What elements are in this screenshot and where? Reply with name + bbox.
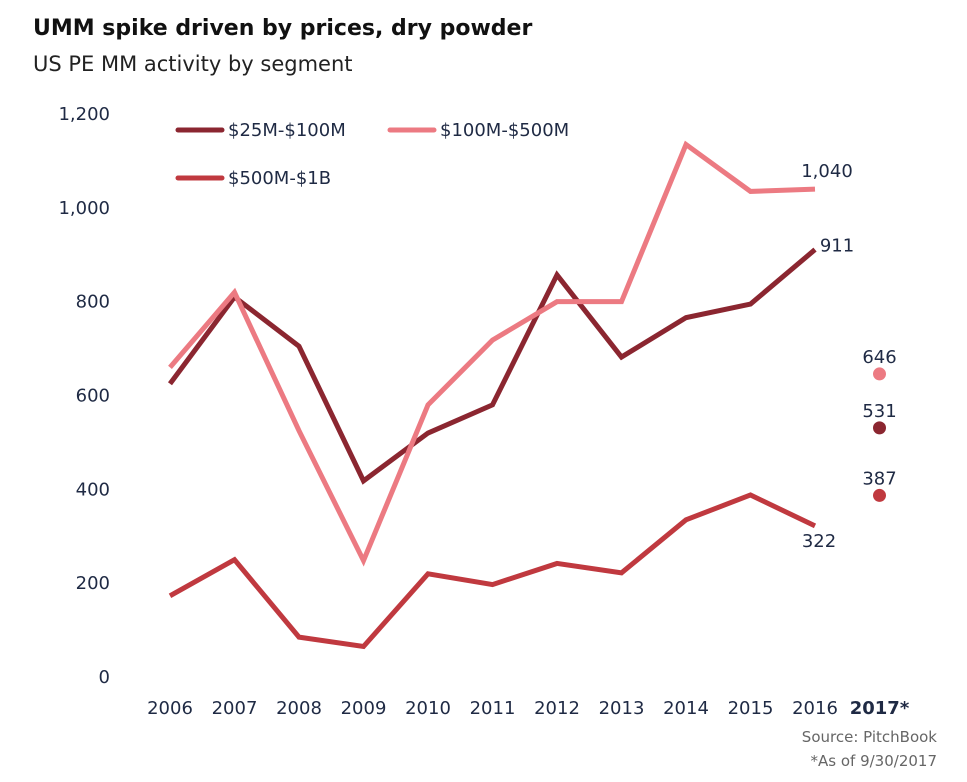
series-lines <box>167 140 817 650</box>
x-tick-label: 2009 <box>341 698 387 719</box>
legend-label: $100M-$500M <box>440 120 569 141</box>
series-point-2017 <box>873 367 886 381</box>
legend-label: $500M-$1B <box>228 168 331 189</box>
data-label: 322 <box>802 531 836 552</box>
series-points-2017 <box>873 367 886 502</box>
x-tick-label: 2006 <box>147 698 193 719</box>
x-tick-label: 2012 <box>534 698 580 719</box>
y-tick-label: 0 <box>99 667 110 688</box>
x-tick-label: 2015 <box>728 698 774 719</box>
x-tick-label: 2014 <box>663 698 709 719</box>
x-tick-label: 2016 <box>792 698 838 719</box>
data-labels: 1,040 911 322 646 531 387 <box>801 161 896 552</box>
x-tick-label: 2013 <box>599 698 645 719</box>
data-label: 911 <box>820 236 854 257</box>
x-tick-label: 2007 <box>212 698 258 719</box>
series-point-2017 <box>873 421 886 435</box>
y-tick-label: 600 <box>76 386 110 407</box>
data-label: 531 <box>862 401 896 422</box>
source-note: Source: PitchBook <box>801 728 937 746</box>
y-tick-label: 800 <box>76 292 110 313</box>
x-tick-label: 2017* <box>850 698 910 719</box>
y-axis: 0 200 400 600 800 1,000 1,200 <box>58 104 110 688</box>
x-tick-label: 2011 <box>470 698 516 719</box>
series-line <box>167 247 817 485</box>
series-point-2017 <box>873 488 886 502</box>
legend-label: $25M-$100M <box>228 120 346 141</box>
x-axis: 2006 2007 2008 2009 2010 2011 2012 2013 2014 2015… <box>147 698 910 719</box>
chart-title: UMM spike driven by prices, dry powder <box>33 16 533 41</box>
chart-subtitle: US PE MM activity by segment <box>33 52 353 76</box>
data-label: 1,040 <box>801 161 853 182</box>
footnote: *As of 9/30/2017 <box>810 752 937 770</box>
y-tick-label: 1,200 <box>58 104 110 125</box>
data-label: 387 <box>862 468 896 489</box>
x-tick-label: 2008 <box>276 698 322 719</box>
data-label: 646 <box>862 347 896 368</box>
x-tick-label: 2010 <box>405 698 451 719</box>
series-line <box>168 492 817 650</box>
legend: $25M-$100M $100M-$500M $500M-$1B <box>175 120 569 189</box>
y-tick-label: 200 <box>76 573 110 594</box>
series-line <box>168 140 816 567</box>
y-tick-label: 1,000 <box>58 198 110 219</box>
y-tick-label: 400 <box>76 479 110 500</box>
